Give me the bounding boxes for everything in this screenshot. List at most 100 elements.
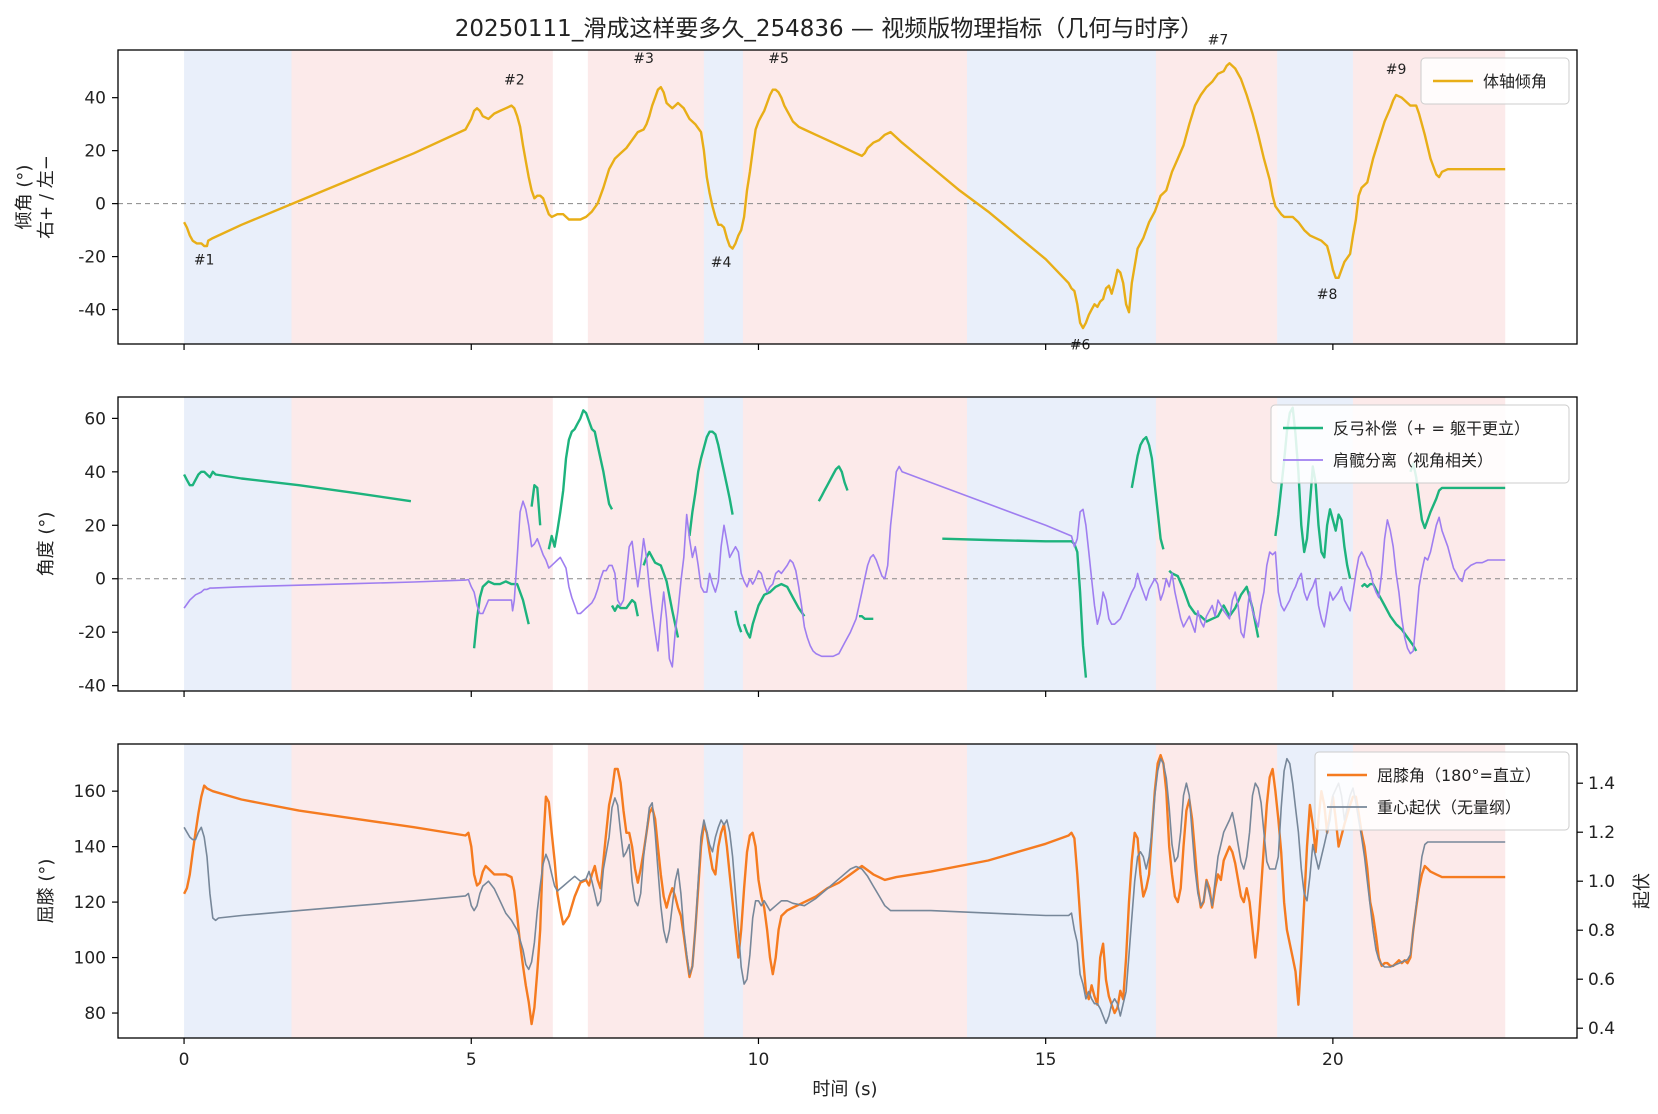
phase-band-6 bbox=[966, 50, 1156, 344]
y-tick-label: 160 bbox=[74, 782, 106, 802]
x-tick-label: 15 bbox=[1035, 1050, 1057, 1070]
series-line-1 bbox=[183, 753, 1506, 1026]
phase-band-3 bbox=[587, 744, 704, 1038]
series-line-1-seg-2 bbox=[472, 580, 530, 649]
series-line-1-seg-3 bbox=[530, 484, 542, 526]
phase-band-2 bbox=[291, 50, 553, 344]
phase-band-6 bbox=[966, 397, 1156, 691]
y-tick-label: 20 bbox=[84, 516, 106, 536]
axes-frame bbox=[117, 396, 1578, 692]
y2-tick-label: 0.6 bbox=[1588, 970, 1615, 990]
series-line-1-seg-13 bbox=[1130, 435, 1165, 550]
x-tick-label: 5 bbox=[466, 1050, 477, 1070]
y-axis-label-line-1: 倾角 (°) bbox=[14, 165, 35, 230]
x-tick-label: 0 bbox=[179, 1050, 190, 1070]
chart-panel-1: #1 #2 #3 #4 #5 #6 #7 #8 #9 -40 -20 0 20 40 倾角 (°) 右+ / … bbox=[14, 33, 1578, 353]
series-line-1-seg-9 bbox=[742, 582, 806, 639]
phase-band-3 bbox=[587, 397, 704, 691]
x-tick-label: 10 bbox=[748, 1050, 770, 1070]
y-tick-label: 20 bbox=[84, 142, 106, 162]
phase-band-5 bbox=[742, 50, 967, 344]
chart-panel-2: -40 -20 0 20 40 60 角度 (°) 反弓补偿（+ = 躯干更立） 肩髋分离（视角… bbox=[36, 396, 1578, 697]
series-line-1-seg-11 bbox=[859, 615, 874, 620]
y-tick-label: 0 bbox=[95, 195, 106, 215]
y-tick-label: 120 bbox=[74, 893, 106, 913]
series-line-2 bbox=[183, 757, 1506, 1025]
peak-annotation: #2 bbox=[504, 72, 525, 88]
phase-band-8 bbox=[1277, 50, 1353, 344]
y2-tick-label: 0.4 bbox=[1588, 1019, 1615, 1039]
series-line-1-seg-14 bbox=[1168, 569, 1260, 638]
y-tick-label: 60 bbox=[84, 409, 106, 429]
legend-box bbox=[1314, 751, 1570, 831]
axes-frame bbox=[117, 49, 1578, 345]
series-line-1-seg-10 bbox=[817, 465, 849, 502]
y2-tick-label: 1.2 bbox=[1588, 823, 1615, 843]
phase-band-7 bbox=[1155, 744, 1278, 1038]
phase-band-2 bbox=[291, 397, 553, 691]
figure-title: 20250111_滑成这样要多久_254836 — 视频版物理指标（几何与时序） bbox=[455, 16, 1204, 42]
series-line-1-seg-5 bbox=[610, 598, 639, 617]
phase-band-1 bbox=[184, 397, 292, 691]
legend-label: 重心起伏（无量纲） bbox=[1377, 798, 1521, 817]
legend-label: 屈膝角（180°=直立） bbox=[1377, 766, 1541, 785]
chart-panels: #1 #2 #3 #4 #5 #6 #7 #8 #9 -40 -20 0 20 40 倾角 (°) 右+ / … bbox=[14, 33, 1653, 1070]
legend-label: 肩髋分离（视角相关） bbox=[1333, 451, 1493, 470]
phase-band-7 bbox=[1155, 397, 1278, 691]
y-tick-label: 40 bbox=[84, 89, 106, 109]
series-line-1-seg-8 bbox=[734, 610, 743, 633]
phase-band-6 bbox=[966, 744, 1156, 1038]
x-axis-label: 时间 (s) bbox=[812, 1079, 877, 1100]
y-axis-label: 角度 (°) bbox=[36, 512, 57, 577]
y-tick-label: -20 bbox=[78, 623, 106, 643]
y-tick-label: 100 bbox=[74, 949, 106, 969]
phase-band-4 bbox=[703, 744, 743, 1038]
y-tick-label: 140 bbox=[74, 838, 106, 858]
legend-label: 反弓补偿（+ = 躯干更立） bbox=[1333, 419, 1530, 438]
peak-annotation: #3 bbox=[633, 51, 654, 67]
y2-tick-label: 1.4 bbox=[1588, 774, 1615, 794]
series-line-1-seg-4 bbox=[547, 409, 614, 550]
series-line-1-seg-16 bbox=[1360, 582, 1418, 652]
y-tick-label: 80 bbox=[84, 1004, 106, 1024]
axes-frame bbox=[117, 743, 1578, 1039]
y-tick-label: -40 bbox=[78, 301, 106, 321]
chart-panel-3: 0 5 10 15 20 80 100 120 140 160 0.4 0.6 0.8 1.0 1.2 1.4… bbox=[36, 743, 1653, 1070]
peak-annotation: #7 bbox=[1208, 33, 1229, 49]
series-line-1-seg-7 bbox=[688, 430, 734, 537]
peak-annotation: #1 bbox=[194, 253, 215, 269]
phase-band-5 bbox=[742, 744, 967, 1038]
phase-band-3 bbox=[587, 50, 704, 344]
peak-annotation: #4 bbox=[711, 255, 732, 271]
y-tick-label: -20 bbox=[78, 248, 106, 268]
legend-box bbox=[1420, 57, 1570, 105]
phase-band-4 bbox=[703, 397, 743, 691]
phase-band-2 bbox=[291, 744, 553, 1038]
legend: 屈膝角（180°=直立） 重心起伏（无量纲） bbox=[1314, 751, 1570, 831]
y2-tick-label: 0.8 bbox=[1588, 921, 1615, 941]
series-line-2 bbox=[183, 465, 1506, 668]
phase-band-5 bbox=[742, 397, 967, 691]
phase-band-1 bbox=[184, 50, 292, 344]
peak-annotation: #5 bbox=[768, 51, 789, 67]
legend: 体轴倾角 bbox=[1420, 57, 1570, 105]
phase-band-1 bbox=[184, 744, 292, 1038]
legend-label: 体轴倾角 bbox=[1483, 72, 1547, 91]
y-tick-label: 40 bbox=[84, 463, 106, 483]
y2-tick-label: 1.0 bbox=[1588, 872, 1615, 892]
series-line-1-seg-1 bbox=[183, 470, 412, 503]
legend-box bbox=[1270, 404, 1570, 484]
legend: 反弓补偿（+ = 躯干更立） 肩髋分离（视角相关） bbox=[1270, 404, 1570, 484]
y-axis-label: 屈膝 (°) bbox=[36, 859, 57, 924]
peak-annotation: #9 bbox=[1386, 62, 1407, 78]
peak-annotation: #6 bbox=[1070, 337, 1091, 353]
x-tick-label: 20 bbox=[1322, 1050, 1344, 1070]
y2-axis-label: 起伏 bbox=[1632, 873, 1653, 909]
y-tick-label: -40 bbox=[78, 677, 106, 697]
y-tick-label: 0 bbox=[95, 570, 106, 590]
peak-annotation: #8 bbox=[1317, 287, 1338, 303]
phase-band-7 bbox=[1155, 50, 1278, 344]
y-axis-label-line-2: 右+ / 左− bbox=[36, 155, 57, 239]
